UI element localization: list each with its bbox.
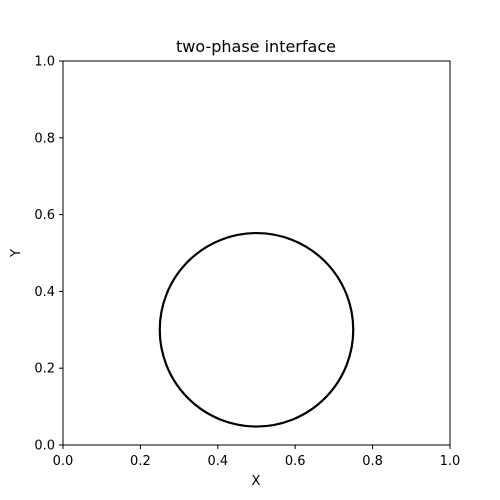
y-axis-label: Y <box>9 249 24 258</box>
x-tick-label: 0.2 <box>130 454 151 469</box>
y-axis: 0.0 0.2 0.4 0.6 0.8 1.0 <box>34 55 63 454</box>
y-tick-label: 0.6 <box>34 208 55 223</box>
y-tick-label: 0.2 <box>34 362 55 377</box>
y-tick-label: 0.8 <box>34 131 55 146</box>
x-axis: 0.0 0.2 0.4 0.6 0.8 1.0 <box>53 445 461 469</box>
x-tick-label: 0.4 <box>207 454 228 469</box>
x-tick-label: 1.0 <box>440 454 461 469</box>
y-tick-label: 0.0 <box>34 439 55 454</box>
interface-circle <box>158 231 355 428</box>
x-tick-label: 0.0 <box>53 454 74 469</box>
chart-title: two-phase interface <box>176 37 336 56</box>
y-tick-label: 0.4 <box>34 285 55 300</box>
plot-frame <box>62 60 451 446</box>
x-tick-label: 0.8 <box>362 454 383 469</box>
y-tick-label: 1.0 <box>34 55 55 70</box>
x-tick-label: 0.6 <box>285 454 306 469</box>
x-axis-label: X <box>252 474 261 489</box>
